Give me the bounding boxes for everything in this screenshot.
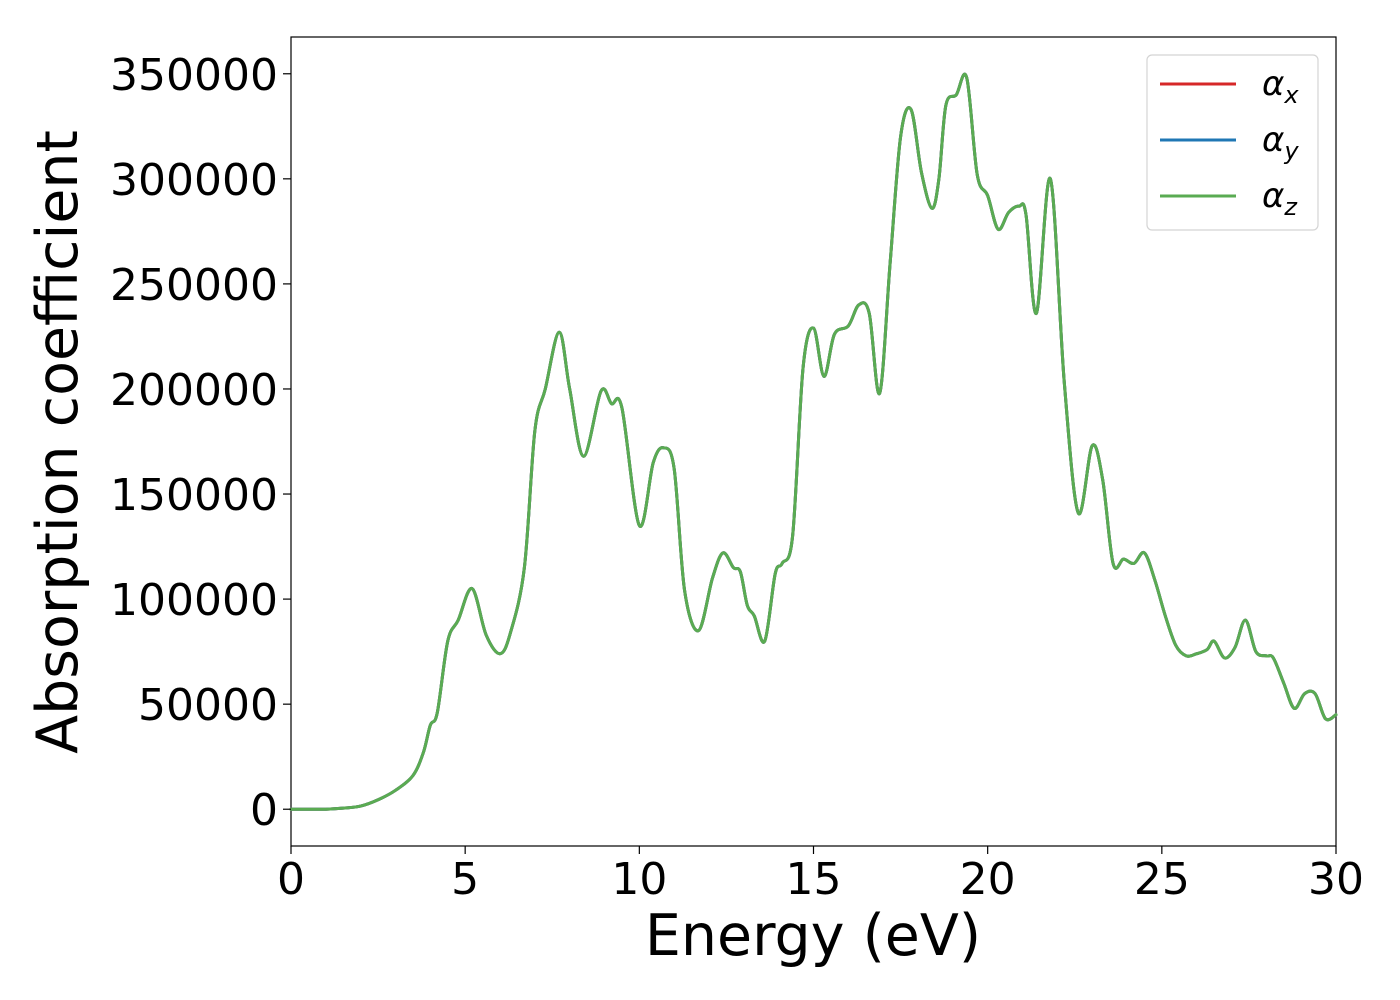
y-axis: 0 50000 100000 150000 200000 250000 300000 3500… [110, 50, 291, 836]
y-tick-label: 100000 [110, 575, 278, 626]
series-line-alpha-z [289, 72, 1338, 811]
x-axis: 0 5 10 15 20 25 30 [277, 846, 1364, 905]
legend-label-alpha-y: αy [1262, 120, 1299, 165]
x-tick-label: 15 [786, 854, 842, 905]
x-tick-label: 10 [611, 854, 667, 905]
y-tick-label: 200000 [110, 365, 278, 416]
legend-box [1146, 54, 1319, 231]
y-axis-title: Absorption coefficient [25, 130, 91, 754]
y-tick-label: 0 [250, 785, 278, 836]
x-tick-label: 25 [1134, 854, 1190, 905]
x-tick-label: 30 [1308, 854, 1364, 905]
legend-label-alpha-z: αz [1262, 176, 1298, 221]
x-tick-label: 0 [277, 854, 305, 905]
y-tick-label: 300000 [110, 155, 278, 206]
series-layer [289, 72, 1338, 811]
x-axis-title: Energy (eV) [645, 903, 981, 969]
legend: αx αy αz [1146, 54, 1319, 231]
y-tick-label: 350000 [110, 50, 278, 101]
legend-label-alpha-x: αx [1262, 64, 1299, 109]
x-tick-label: 5 [451, 854, 479, 905]
y-tick-label: 150000 [110, 470, 278, 521]
y-tick-label: 50000 [138, 680, 278, 731]
x-tick-label: 20 [960, 854, 1016, 905]
y-tick-label: 250000 [110, 260, 278, 311]
